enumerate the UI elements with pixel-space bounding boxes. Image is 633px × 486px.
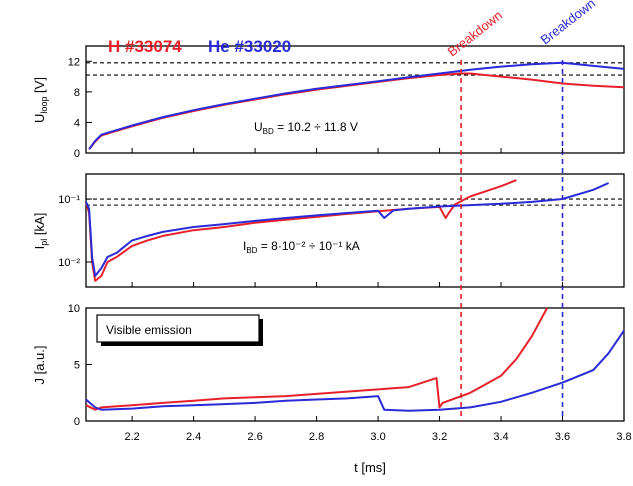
uloop-series-he: [88, 61, 625, 150]
series-layer: [85, 61, 625, 412]
emission-y-tick-label: 0: [74, 416, 80, 428]
y-ticks: 0 4 8 12 10⁻¹ 10⁻² 0 5 10: [58, 56, 92, 428]
threshold-lines: [86, 62, 624, 206]
visible-emission-box: Visible emission: [96, 314, 263, 346]
ipl-y-axis-label: Ipl [kA]: [32, 213, 49, 250]
ipl-series-h: [85, 179, 517, 282]
ipl-y-tick-label: 10⁻²: [58, 257, 80, 269]
uloop-y-tick-label: 4: [74, 117, 80, 129]
x-tick-label: 3.0: [370, 431, 385, 443]
x-axis-label: t [ms]: [354, 460, 386, 475]
uloop-y-tick-label: 0: [74, 148, 80, 160]
emission-series-he: [85, 330, 625, 412]
x-tick-label: 2.4: [186, 431, 201, 443]
emission-y-tick-label: 10: [68, 303, 80, 315]
uloop-panel-frame: [85, 45, 625, 154]
x-tick-label: 3.8: [616, 431, 631, 443]
ipl-series-he: [85, 182, 610, 277]
emission-y-tick-label: 5: [74, 360, 80, 372]
uloop-y-axis-label: Uloop [V]: [32, 77, 49, 123]
ipl-y-tick-label: 10⁻¹: [58, 194, 80, 206]
ipl-panel-frame: [85, 173, 625, 288]
uloop-annotation: UBD = 10.2 ÷ 11.8 V: [254, 120, 358, 136]
x-tick-label: 2.8: [309, 431, 324, 443]
x-tick-label: 3.6: [555, 431, 570, 443]
uloop-y-tick-label: 12: [68, 56, 80, 68]
emission-y-axis-label: J [a.u.]: [32, 345, 47, 384]
x-ticks: 2.2 2.4 2.6 2.8 3.0 3.2 3.4 3.6 3.8: [124, 148, 632, 443]
x-tick-label: 2.6: [247, 431, 262, 443]
x-tick-label: 2.2: [124, 431, 139, 443]
x-tick-label: 3.2: [432, 431, 447, 443]
ipl-annotation: IBD = 8·10⁻² ÷ 10⁻¹ kA: [243, 239, 360, 255]
uloop-y-tick-label: 8: [74, 87, 80, 99]
breakdown-he-label: Breakdown: [538, 0, 598, 47]
breakdown-h-label: Breakdown: [445, 7, 505, 59]
visible-emission-label: Visible emission: [106, 323, 192, 337]
x-tick-label: 3.4: [493, 431, 508, 443]
legend-he-label: He #33020: [208, 37, 291, 56]
legend-h-label: H #33074: [108, 37, 182, 56]
breakdown-lines: [460, 60, 564, 421]
emission-series-h: [85, 307, 548, 411]
